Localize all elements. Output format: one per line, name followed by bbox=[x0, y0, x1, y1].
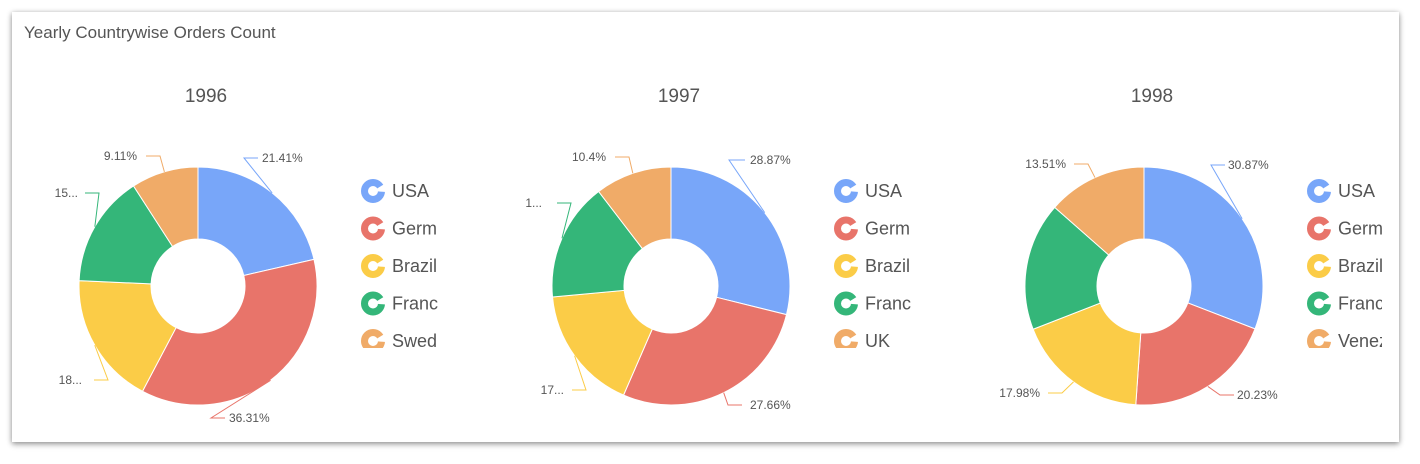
donut-legend-icon-gap bbox=[1319, 220, 1332, 230]
legend-label: Germ bbox=[865, 219, 910, 239]
slice-label-venez: 13.51% bbox=[1025, 157, 1066, 171]
legend-item-germ[interactable]: Germ bbox=[1307, 216, 1384, 241]
legend-item-brazil[interactable]: Brazil bbox=[361, 254, 438, 278]
label-leader-line bbox=[728, 159, 766, 213]
label-leader-line bbox=[242, 157, 273, 194]
slice-label-franc: 15... bbox=[55, 186, 78, 200]
chart-title: 1996 bbox=[185, 86, 227, 107]
slice-label-usa: 30.87% bbox=[1228, 158, 1269, 172]
slice-brazil[interactable] bbox=[551, 289, 653, 396]
legend-label: Germ bbox=[392, 219, 437, 239]
slice-uk[interactable] bbox=[597, 166, 672, 250]
legend-label: Venez bbox=[1338, 331, 1388, 351]
donut-legend-icon-gap bbox=[846, 220, 859, 230]
legend-label: Franc bbox=[865, 294, 911, 314]
slice-label-germ: 27.66% bbox=[750, 398, 791, 412]
donut-legend-icon-gap bbox=[373, 258, 386, 267]
label-leader-line bbox=[1210, 164, 1243, 219]
donut-legend-icon-gap bbox=[373, 183, 386, 192]
label-leader-line bbox=[146, 155, 165, 172]
slice-usa[interactable] bbox=[197, 166, 315, 277]
legend-item-venez[interactable]: Venez bbox=[1307, 329, 1389, 351]
slice-swed[interactable] bbox=[132, 166, 199, 248]
donut-legend-icon-gap bbox=[846, 333, 859, 342]
donut-chart-1998: 1998 30.87% 20.23% 17.98% 13.51% USA Germ Brazi… bbox=[999, 86, 1389, 406]
legend-item-franc[interactable]: Franc bbox=[1307, 291, 1385, 316]
legend-item-usa[interactable]: USA bbox=[361, 179, 430, 203]
chart-title: 1997 bbox=[658, 86, 700, 107]
donut-legend-icon-gap bbox=[373, 333, 386, 342]
slice-germ[interactable] bbox=[141, 258, 318, 406]
legend-label: Brazil bbox=[392, 256, 437, 276]
donut-legend-icon-gap bbox=[1319, 333, 1332, 342]
slice-germ[interactable] bbox=[1135, 302, 1256, 406]
donut-chart-1996: 1996 21.41% 36.31% 18... 15... 9.11% USA Germ Br… bbox=[55, 86, 438, 425]
legend-item-brazil[interactable]: Brazil bbox=[1307, 254, 1384, 278]
legend-label: Brazil bbox=[1338, 256, 1383, 276]
legend-item-brazil[interactable]: Brazil bbox=[834, 254, 911, 278]
donut-legend-icon-gap bbox=[1319, 258, 1332, 267]
legend-label: Brazil bbox=[865, 256, 910, 276]
label-leader-line bbox=[94, 344, 109, 381]
donut-legend-icon-gap bbox=[846, 258, 859, 267]
slice-label-uk: 10.4% bbox=[572, 150, 606, 164]
legend-label: USA bbox=[1338, 181, 1375, 201]
label-leader-line bbox=[1074, 163, 1096, 178]
slice-brazil[interactable] bbox=[1032, 302, 1142, 406]
legend: USA Germ Brazil Franc Swed bbox=[361, 179, 439, 351]
slice-label-germ: 36.31% bbox=[229, 411, 270, 425]
slice-label-swed: 9.11% bbox=[104, 149, 137, 163]
slice-label-brazil: 17.98% bbox=[999, 386, 1040, 400]
legend-label: Franc bbox=[1338, 294, 1384, 314]
legend-item-franc[interactable]: Franc bbox=[834, 291, 912, 316]
slice-usa[interactable] bbox=[1143, 166, 1264, 330]
label-leader-line bbox=[615, 156, 634, 174]
slice-label-usa: 28.87% bbox=[750, 153, 791, 167]
legend-label: Germ bbox=[1338, 219, 1383, 239]
legend-label: Swed bbox=[392, 331, 437, 351]
slice-usa[interactable] bbox=[670, 166, 791, 316]
slice-venez[interactable] bbox=[1053, 166, 1145, 256]
chart-card: Yearly Countrywise Orders Count 1996 21.4… bbox=[12, 12, 1399, 442]
slice-franc[interactable] bbox=[551, 190, 644, 298]
slice-label-brazil: 17... bbox=[541, 383, 564, 397]
slice-label-brazil: 18... bbox=[59, 373, 82, 387]
donut-chart-1997: 1997 28.87% 27.66% 17... 1... 10.4% USA Germ Bra… bbox=[525, 86, 911, 412]
legend-item-germ[interactable]: Germ bbox=[361, 216, 438, 241]
legend-label: Franc bbox=[392, 294, 438, 314]
slice-label-usa: 21.41% bbox=[262, 151, 303, 165]
chart-title: 1998 bbox=[1131, 86, 1173, 107]
legend: USA Germ Brazil Franc UK bbox=[834, 179, 912, 351]
label-leader-line bbox=[572, 355, 587, 391]
slice-germ[interactable] bbox=[622, 296, 788, 406]
legend-item-usa[interactable]: USA bbox=[1307, 179, 1376, 203]
legend-label: USA bbox=[865, 181, 902, 201]
label-leader-line bbox=[1048, 381, 1074, 394]
donut-legend-icon-gap bbox=[1319, 183, 1332, 192]
slice-label-germ: 20.23% bbox=[1237, 388, 1278, 402]
legend-item-germ[interactable]: Germ bbox=[834, 216, 911, 241]
legend-item-uk[interactable]: UK bbox=[834, 329, 891, 351]
charts-canvas: 1996 21.41% 36.31% 18... 15... 9.11% USA Germ Br… bbox=[55, 86, 1389, 425]
legend-item-franc[interactable]: Franc bbox=[361, 291, 439, 316]
legend-label: USA bbox=[392, 181, 429, 201]
label-leader-line bbox=[85, 192, 100, 227]
label-leader-line bbox=[723, 392, 742, 406]
label-leader-line bbox=[209, 379, 271, 419]
slice-brazil[interactable] bbox=[78, 280, 177, 392]
donut-legend-icon-gap bbox=[846, 295, 859, 305]
slice-franc[interactable] bbox=[1024, 206, 1110, 330]
donut-legend-icon-gap bbox=[373, 220, 386, 230]
label-leader-line bbox=[1207, 386, 1234, 396]
legend-item-usa[interactable]: USA bbox=[834, 179, 903, 203]
legend-item-swed[interactable]: Swed bbox=[361, 329, 438, 351]
donut-legend-icon-gap bbox=[373, 295, 386, 305]
donut-legend-icon-gap bbox=[846, 183, 859, 192]
donut-legend-icon-gap bbox=[1319, 295, 1332, 305]
slice-label-franc: 1... bbox=[525, 196, 542, 210]
label-leader-line bbox=[557, 202, 572, 239]
legend-label: UK bbox=[865, 331, 890, 351]
legend: USA Germ Brazil Franc Venez bbox=[1307, 179, 1389, 351]
widget-title: Yearly Countrywise Orders Count bbox=[24, 23, 276, 42]
